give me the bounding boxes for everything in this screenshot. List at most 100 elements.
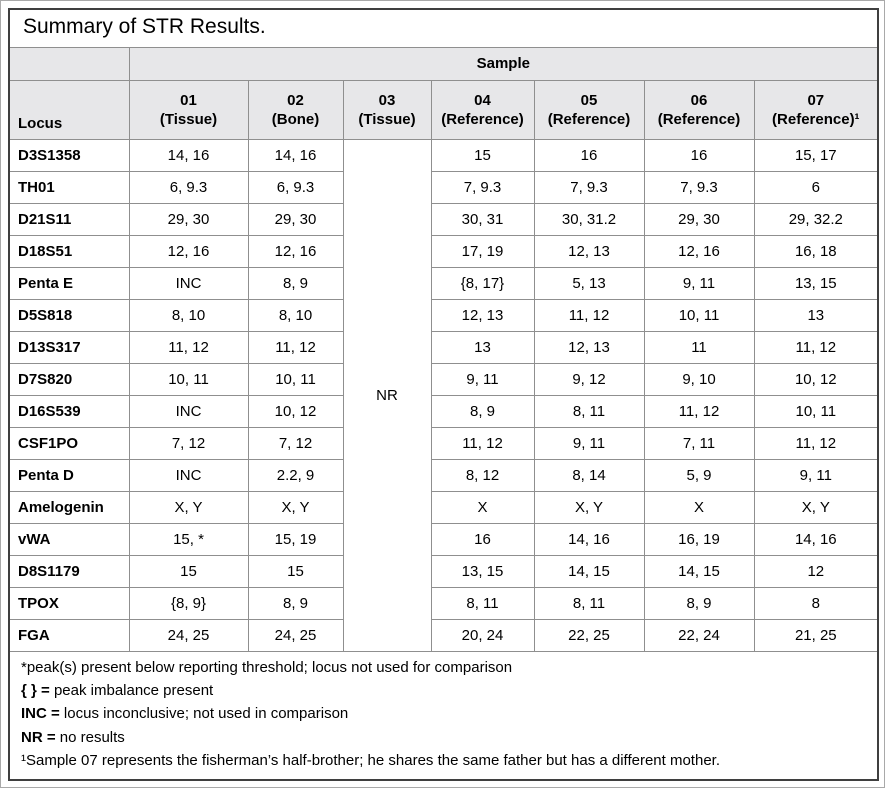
str-results-table: Summary of STR Results. Sample Locus 01(… <box>8 8 880 781</box>
result-cell: 9, 11 <box>430 362 535 396</box>
result-cell: 6, 9.3 <box>247 170 344 204</box>
result-cell: 9, 11 <box>533 426 645 460</box>
result-cell: 12, 13 <box>533 234 645 268</box>
locus-name: Penta D <box>8 458 130 492</box>
result-cell: 7, 12 <box>247 426 344 460</box>
result-cell: 12, 13 <box>430 298 535 332</box>
result-cell: 16 <box>643 138 755 172</box>
result-cell: 10, 12 <box>247 394 344 428</box>
result-cell: 6 <box>753 170 879 204</box>
nr-merged-cell: NR <box>342 138 432 652</box>
result-cell: 24, 25 <box>247 618 344 652</box>
sample-column-header-03: 03 (Tissue) <box>342 79 432 140</box>
locus-name: CSF1PO <box>8 426 130 460</box>
result-cell: 16, 18 <box>753 234 879 268</box>
locus-row-penta-e: Penta E INC 8, 9 {8, 17} 5, 13 9, 11 13, 15 <box>8 266 879 300</box>
result-cell: 7, 11 <box>643 426 755 460</box>
result-cell: 12, 13 <box>533 330 645 364</box>
result-cell: 7, 12 <box>128 426 249 460</box>
result-cell: X, Y <box>533 490 645 524</box>
result-cell: 15, 19 <box>247 522 344 556</box>
result-cell: 14, 16 <box>753 522 879 556</box>
result-cell: 11, 12 <box>643 394 755 428</box>
footnotes-cell: *peak(s) present below reporting thresho… <box>8 650 879 781</box>
result-cell: 15, 17 <box>753 138 879 172</box>
result-cell: 29, 30 <box>128 202 249 236</box>
result-cell: 29, 32.2 <box>753 202 879 236</box>
footnote-line: { } = peak imbalance present <box>21 681 214 699</box>
sample-column-header-06: 06 (Reference) <box>643 79 755 140</box>
result-cell: X, Y <box>128 490 249 524</box>
result-cell: 20, 24 <box>430 618 535 652</box>
result-cell: 29, 30 <box>247 202 344 236</box>
result-cell: 14, 16 <box>533 522 645 556</box>
result-cell: 10, 11 <box>247 362 344 396</box>
locus-name: TH01 <box>8 170 130 204</box>
result-cell: 8, 14 <box>533 458 645 492</box>
result-cell: 14, 15 <box>643 554 755 588</box>
locus-row-csf1po: CSF1PO 7, 12 7, 12 11, 12 9, 11 7, 11 11, 12 <box>8 426 879 460</box>
result-cell: 9, 11 <box>643 266 755 300</box>
locus-name: FGA <box>8 618 130 652</box>
result-cell: 13, 15 <box>753 266 879 300</box>
result-cell: 30, 31.2 <box>533 202 645 236</box>
locus-name: D8S1179 <box>8 554 130 588</box>
result-cell: 29, 30 <box>643 202 755 236</box>
sample-column-header-02: 02 (Bone) <box>247 79 344 140</box>
locus-name: D3S1358 <box>8 138 130 172</box>
sample-column-header-04: 04 (Reference) <box>430 79 535 140</box>
locus-row-vwa: vWA 15, * 15, 19 16 14, 16 16, 19 14, 16 <box>8 522 879 556</box>
locus-row-fga: FGA 24, 25 24, 25 20, 24 22, 25 22, 24 21, 25 <box>8 618 879 652</box>
locus-name: D13S317 <box>8 330 130 364</box>
locus-row-d8s1179: D8S1179 15 15 13, 15 14, 15 14, 15 12 <box>8 554 879 588</box>
title-row: Summary of STR Results. <box>8 8 879 48</box>
result-cell: 11, 12 <box>753 330 879 364</box>
result-cell: 5, 13 <box>533 266 645 300</box>
result-cell: 8, 9 <box>247 586 344 620</box>
locus-name: TPOX <box>8 586 130 620</box>
corner-cell <box>8 46 130 81</box>
result-cell: 17, 19 <box>430 234 535 268</box>
locus-name: D5S818 <box>8 298 130 332</box>
locus-name: D18S51 <box>8 234 130 268</box>
locus-name: Amelogenin <box>8 490 130 524</box>
result-cell: 15 <box>247 554 344 588</box>
locus-row-d13s317: D13S317 11, 12 11, 12 13 12, 13 11 11, 12 <box>8 330 879 364</box>
locus-name: D7S820 <box>8 362 130 396</box>
result-cell: 8, 10 <box>128 298 249 332</box>
result-cell: 8, 11 <box>430 586 535 620</box>
footnote-line: ¹Sample 07 represents the fisherman’s ha… <box>21 752 720 770</box>
result-cell: 2.2, 9 <box>247 458 344 492</box>
result-cell: X, Y <box>247 490 344 524</box>
result-cell: 21, 25 <box>753 618 879 652</box>
result-cell: INC <box>128 266 249 300</box>
result-cell: 13 <box>753 298 879 332</box>
result-cell: 8, 9 <box>247 266 344 300</box>
result-cell: INC <box>128 394 249 428</box>
result-cell: 5, 9 <box>643 458 755 492</box>
footnotes-list: *peak(s) present below reporting thresho… <box>21 656 866 773</box>
result-cell: 8, 11 <box>533 394 645 428</box>
locus-name: D16S539 <box>8 394 130 428</box>
result-cell: 12, 16 <box>247 234 344 268</box>
result-cell: 12, 16 <box>128 234 249 268</box>
result-cell: 13 <box>430 330 535 364</box>
result-cell: {8, 9} <box>128 586 249 620</box>
result-cell: X <box>643 490 755 524</box>
locus-column-header: Locus <box>8 79 130 140</box>
result-cell: 9, 11 <box>753 458 879 492</box>
result-cell: 9, 12 <box>533 362 645 396</box>
result-cell: 15 <box>430 138 535 172</box>
locus-row-d5s818: D5S818 8, 10 8, 10 12, 13 11, 12 10, 11 13 <box>8 298 879 332</box>
result-cell: 14, 15 <box>533 554 645 588</box>
locus-row-d7s820: D7S820 10, 11 10, 11 9, 11 9, 12 9, 10 10, 12 <box>8 362 879 396</box>
result-cell: 14, 16 <box>128 138 249 172</box>
result-cell: 11, 12 <box>128 330 249 364</box>
sample-column-header-01: 01 (Tissue) <box>128 79 249 140</box>
result-cell: 30, 31 <box>430 202 535 236</box>
result-cell: 10, 11 <box>128 362 249 396</box>
locus-row-d16s539: D16S539 INC 10, 12 8, 9 8, 11 11, 12 10, 11 <box>8 394 879 428</box>
result-cell: 8, 9 <box>430 394 535 428</box>
result-cell: 7, 9.3 <box>430 170 535 204</box>
